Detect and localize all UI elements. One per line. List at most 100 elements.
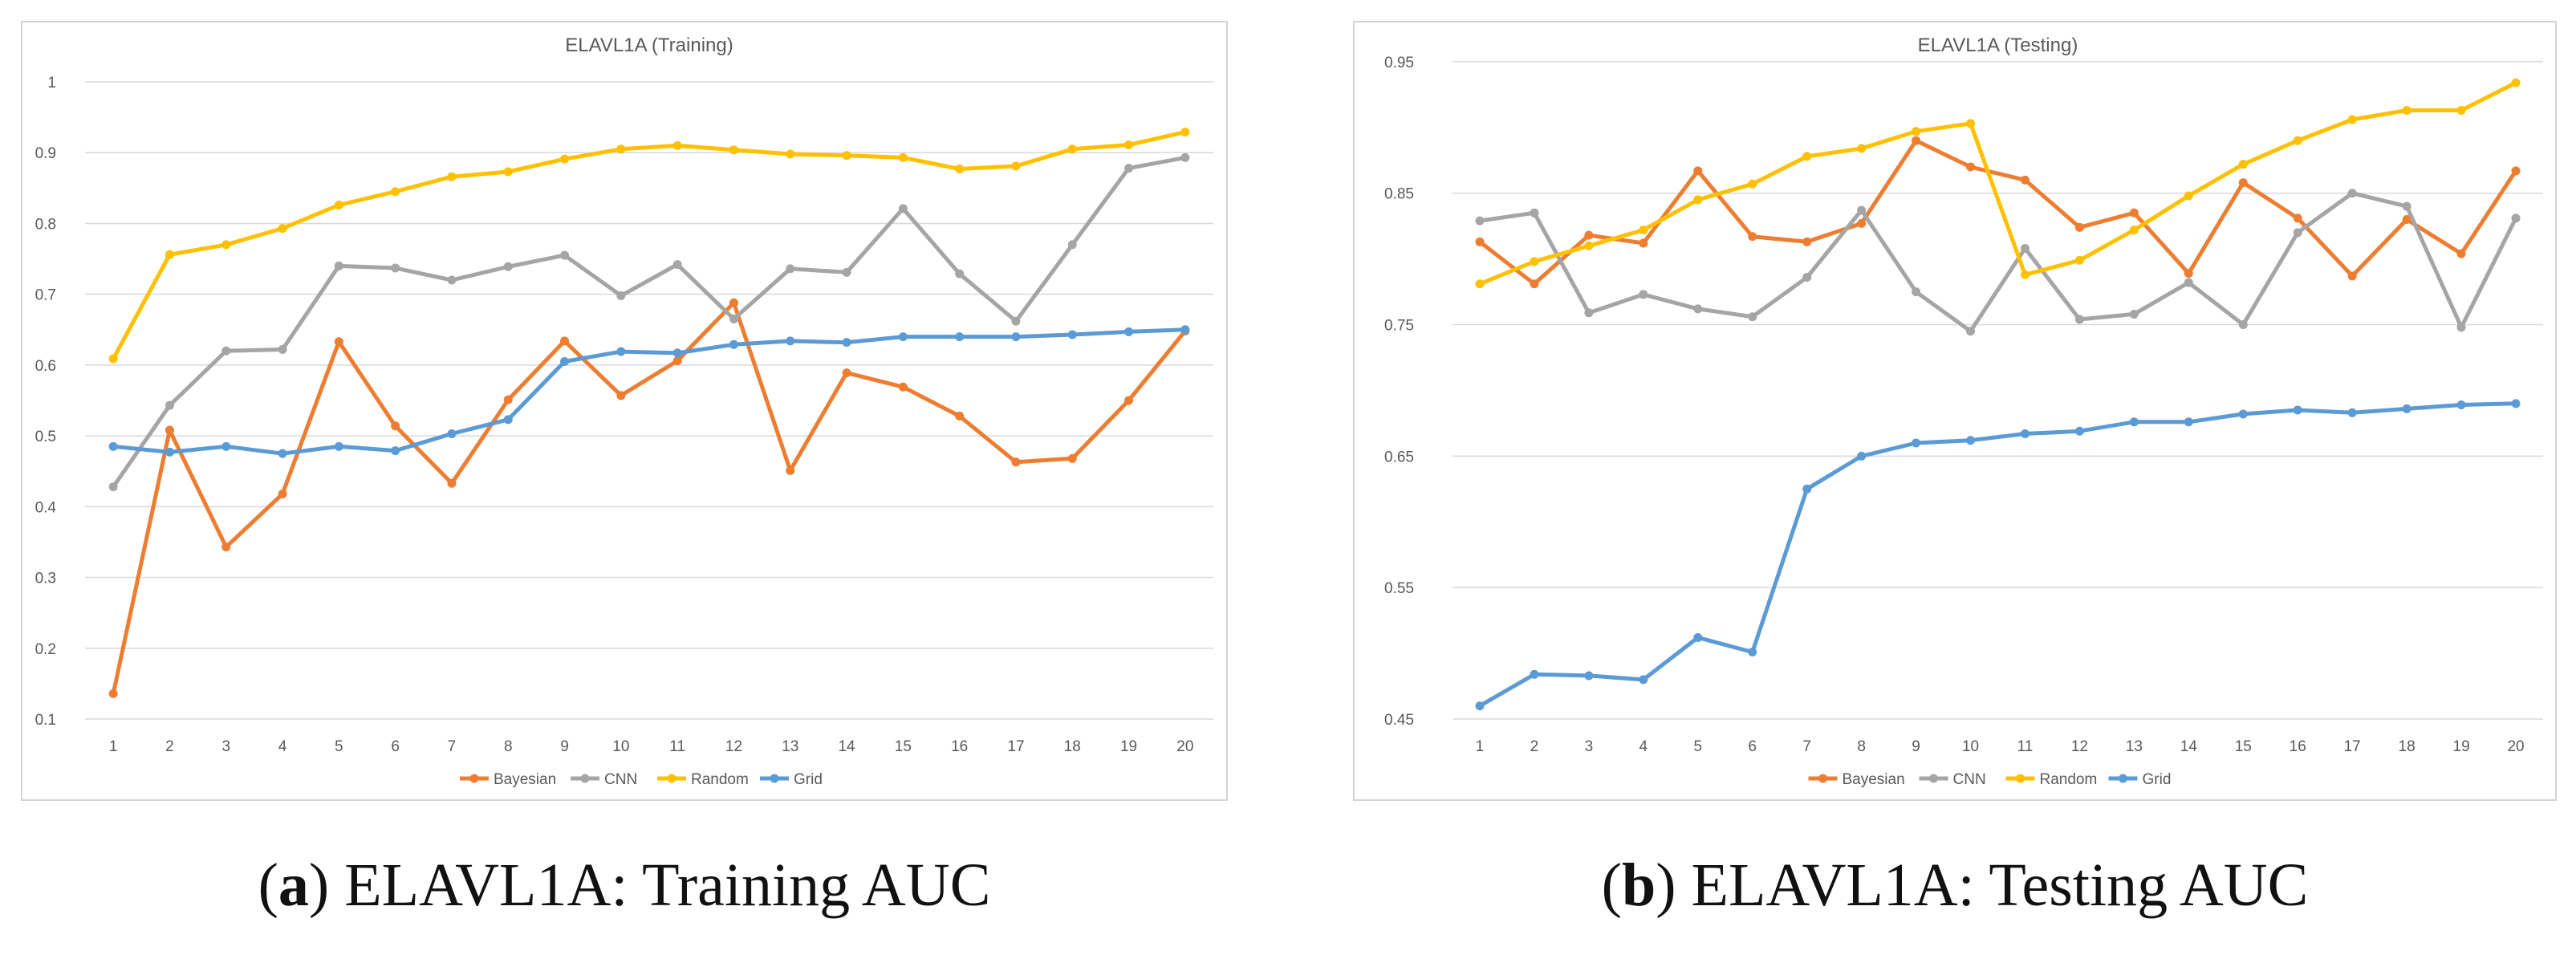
data-point-random — [1857, 144, 1867, 153]
data-point-grid — [1530, 669, 1539, 679]
data-point-cnn — [672, 260, 682, 270]
data-point-random — [391, 187, 400, 197]
data-point-grid — [1802, 484, 1812, 494]
testing-auc-chart: ELAVL1A (Testing) 0.45 0.55 0.65 0.75 0.85 0.9… — [1384, 35, 2543, 788]
data-point-random — [447, 172, 457, 181]
data-point-bayesian — [1067, 453, 1077, 463]
data-point-cnn — [1693, 304, 1703, 314]
data-point-random — [1530, 257, 1539, 266]
data-point-bayesian — [1124, 396, 1134, 405]
data-point-cnn — [1011, 316, 1021, 326]
data-point-bayesian — [616, 391, 626, 400]
data-point-cnn — [1530, 208, 1539, 217]
data-point-bayesian — [1802, 237, 1812, 246]
legend-label: CNN — [604, 771, 637, 788]
legend-label: Grid — [2143, 771, 2172, 788]
data-point-cnn — [898, 204, 908, 213]
data-point-bayesian — [955, 411, 965, 421]
chart-title: ELAVL1A (Training) — [565, 35, 733, 56]
data-point-cnn — [1475, 216, 1485, 226]
data-point-cnn — [1912, 287, 1921, 297]
series-line-bayesian — [1477, 138, 2518, 286]
data-point-bayesian — [1748, 232, 1757, 242]
x-tick-label: 16 — [2290, 738, 2306, 755]
data-point-grid — [165, 447, 174, 457]
data-point-random — [955, 165, 965, 174]
data-point-cnn — [786, 264, 795, 274]
data-point-cnn — [1802, 273, 1812, 282]
data-point-random — [1180, 128, 1190, 137]
data-point-cnn — [503, 262, 513, 271]
series-line-random — [1477, 80, 2518, 286]
x-tick-label: 16 — [951, 738, 968, 755]
data-point-bayesian — [447, 478, 457, 488]
data-point-bayesian — [108, 689, 118, 698]
data-point-cnn — [2129, 309, 2139, 319]
data-point-random — [1584, 241, 1594, 250]
data-point-bayesian — [1966, 162, 1976, 172]
data-point-grid — [503, 415, 513, 425]
data-point-grid — [2293, 405, 2302, 415]
data-point-random — [2456, 106, 2466, 116]
data-point-bayesian — [221, 543, 231, 552]
data-point-bayesian — [2456, 249, 2466, 258]
x-tick-label: 20 — [2507, 738, 2524, 755]
data-point-cnn — [2184, 278, 2193, 287]
data-point-random — [165, 250, 174, 259]
legend-item-random: Random — [657, 771, 749, 788]
data-point-grid — [2184, 417, 2193, 427]
data-point-cnn — [2238, 320, 2248, 330]
data-point-bayesian — [2511, 166, 2521, 176]
caption-close-paren: ) — [1656, 851, 1676, 919]
data-point-cnn — [560, 250, 570, 260]
y-tick-label: 0.6 — [35, 358, 56, 375]
caption-training: (a) ELAVL1A: Training AUC — [21, 851, 1228, 920]
data-point-grid — [1912, 438, 1921, 448]
data-point-cnn — [2020, 244, 2030, 254]
data-point-grid — [1180, 325, 1190, 335]
caption-close-paren: ) — [308, 851, 330, 919]
data-point-cnn — [616, 291, 626, 300]
x-tick-label: 14 — [2180, 738, 2198, 755]
data-point-cnn — [2402, 201, 2411, 211]
caption-text: ELAVL1A: Testing AUC — [1676, 851, 2309, 919]
x-tick-label: 6 — [1748, 738, 1757, 755]
x-tick-label: 3 — [1585, 738, 1594, 755]
x-tick-label: 18 — [2399, 738, 2416, 755]
data-point-cnn — [1067, 240, 1077, 250]
legend-marker — [469, 774, 479, 783]
legend-marker — [580, 774, 590, 783]
series-line-cnn — [111, 155, 1188, 490]
data-point-bayesian — [898, 382, 908, 392]
data-point-cnn — [165, 400, 174, 410]
data-point-grid — [1639, 675, 1648, 685]
data-point-bayesian — [2074, 222, 2084, 232]
x-tick-label: 4 — [1639, 738, 1648, 755]
data-point-grid — [1124, 327, 1134, 336]
x-tick-label: 19 — [2453, 738, 2470, 755]
data-point-grid — [1584, 671, 1594, 681]
series-line-bayesian — [111, 300, 1188, 696]
x-tick-label: 6 — [391, 738, 400, 755]
data-point-bayesian — [560, 336, 570, 346]
data-point-bayesian — [2402, 214, 2411, 224]
x-tick-label: 17 — [2344, 738, 2361, 755]
data-point-random — [842, 151, 851, 161]
legend-marker — [1818, 774, 1827, 783]
data-point-grid — [955, 332, 965, 342]
x-tick-label: 2 — [1530, 738, 1539, 755]
data-point-bayesian — [165, 425, 174, 435]
data-point-grid — [2020, 429, 2030, 439]
data-point-cnn — [334, 261, 343, 270]
data-point-grid — [278, 449, 287, 458]
data-point-grid — [334, 441, 343, 451]
data-point-bayesian — [2347, 271, 2357, 281]
data-point-cnn — [2074, 315, 2084, 324]
data-point-random — [560, 154, 570, 164]
data-point-random — [221, 240, 231, 250]
data-point-bayesian — [1639, 238, 1648, 248]
data-point-random — [1475, 279, 1485, 289]
data-point-bayesian — [334, 337, 343, 347]
series-line-cnn — [1477, 191, 2518, 334]
x-tick-label: 3 — [221, 738, 230, 755]
